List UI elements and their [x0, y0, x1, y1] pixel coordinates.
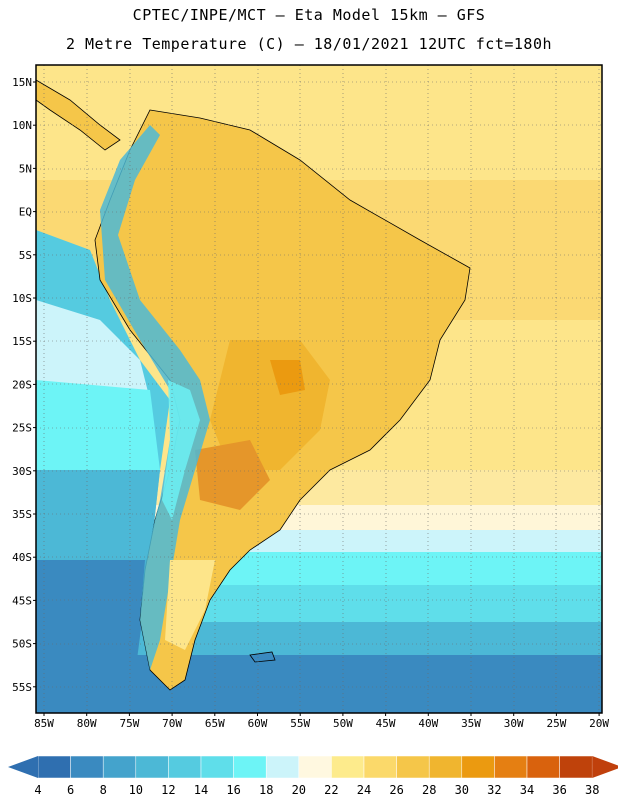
lat-label: 30S [12, 465, 32, 478]
colorbar-value-label: 26 [389, 783, 403, 797]
colorbar-value-label: 24 [357, 783, 371, 797]
lon-label: 50W [333, 717, 353, 730]
lat-label: 35S [12, 508, 32, 521]
lon-label: 35W [461, 717, 481, 730]
lat-label: 20S [12, 378, 32, 391]
colorbar-segment [102, 755, 137, 779]
lat-label: 5S [19, 249, 32, 262]
lon-label: 60W [248, 717, 268, 730]
lat-label: 5N [19, 162, 32, 175]
colorbar-value-label: 34 [520, 783, 534, 797]
lon-label: 40W [418, 717, 438, 730]
lat-label: 25S [12, 422, 32, 435]
colorbar-segment [494, 755, 528, 779]
lon-label: 85W [34, 717, 54, 730]
colorbar-segment [265, 755, 300, 779]
grid-lines [36, 65, 602, 713]
lat-label: 15N [12, 76, 32, 89]
colorbar-value-label: 36 [552, 783, 566, 797]
lon-label: 45W [376, 717, 396, 730]
lon-label: 80W [77, 717, 97, 730]
chart-title-line1: CPTEC/INPE/MCT – Eta Model 15km – GFS [132, 6, 486, 24]
colorbar-value-label: 28 [422, 783, 436, 797]
colorbar-segment [331, 755, 365, 779]
lon-label: 55W [290, 717, 310, 730]
colorbar-value-label: 8 [100, 783, 107, 797]
lat-label: 55S [12, 681, 32, 694]
colorbar-segment [461, 755, 495, 779]
colorbar-value-label: 6 [67, 783, 74, 797]
colorbar-value-label: 12 [161, 783, 175, 797]
longitude-labels: 85W 80W 75W 70W 65W 60W 55W 50W 45W 40W 35W 30W 25W 2… [34, 713, 609, 730]
colorbar-low-arrow [8, 756, 38, 778]
lon-label: 65W [205, 717, 225, 730]
lon-label: 75W [119, 717, 139, 730]
lat-label: EQ [19, 206, 32, 219]
colorbar-value-label: 18 [259, 783, 273, 797]
colorbar [8, 755, 618, 779]
colorbar-segment [559, 755, 593, 779]
latitude-labels: 15N 10N 5N EQ 5S 10S 15S 20S 25S 30S 35S 40S 45S 50S 5… [12, 76, 36, 694]
colorbar-segment [396, 755, 430, 779]
chart-title-line2: 2 Metre Temperature (C) – 18/01/2021 12U… [65, 35, 553, 53]
colorbar-value-label: 16 [226, 783, 240, 797]
lon-label: 70W [162, 717, 182, 730]
colorbar-value-label: 32 [487, 783, 501, 797]
colorbar-segment [298, 755, 332, 779]
lat-label: 45S [12, 594, 32, 607]
colorbar-high-arrow [592, 756, 618, 778]
colorbar-segment [70, 755, 104, 779]
colorbar-value-label: 38 [585, 783, 599, 797]
lat-label: 40S [12, 551, 32, 564]
colorbar-value-label: 4 [34, 783, 41, 797]
colorbar-segment [37, 755, 71, 779]
lat-label: 15S [12, 335, 32, 348]
lat-label: 10S [12, 292, 32, 305]
colorbar-value-label: 30 [455, 783, 469, 797]
lat-label: 10N [12, 119, 32, 132]
lon-label: 20W [589, 717, 609, 730]
colorbar-segment [428, 755, 463, 779]
colorbar-segment [363, 755, 397, 779]
colorbar-segment [200, 755, 234, 779]
colorbar-segment [135, 755, 169, 779]
colorbar-segment [233, 755, 267, 779]
lon-label: 30W [504, 717, 524, 730]
colorbar-value-label: 14 [194, 783, 208, 797]
colorbar-labels: 4 6 8 10 12 14 16 18 20 22 24 26 28 30 32 34 36 38 [34, 783, 599, 797]
colorbar-segment [526, 755, 560, 779]
lon-label: 25W [546, 717, 566, 730]
colorbar-value-label: 20 [292, 783, 306, 797]
map-field [35, 65, 602, 713]
colorbar-value-label: 10 [129, 783, 143, 797]
colorbar-segment [168, 755, 202, 779]
lat-label: 50S [12, 638, 32, 651]
colorbar-value-label: 22 [324, 783, 338, 797]
map-frame [35, 64, 603, 714]
